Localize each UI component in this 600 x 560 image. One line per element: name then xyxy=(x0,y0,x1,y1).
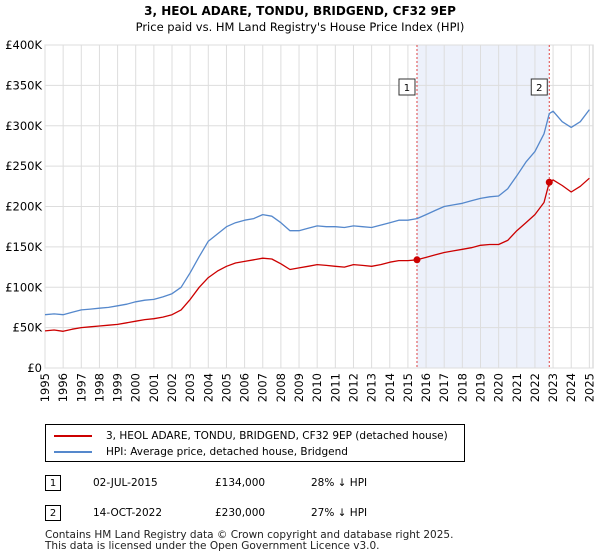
x-tick-label: 2002 xyxy=(165,373,179,402)
legend: 3, HEOL ADARE, TONDU, BRIDGEND, CF32 9EP… xyxy=(45,424,465,462)
x-tick-label: 1997 xyxy=(74,373,88,402)
y-tick-label: £200K xyxy=(5,200,42,214)
x-axis-ticks: 1995 1996 1997 1998 1999 2000 2001 2002 2003 2004… xyxy=(38,373,596,402)
legend-item-hpi: HPI: Average price, detached house, Brid… xyxy=(54,444,348,460)
legend-item-property: 3, HEOL ADARE, TONDU, BRIDGEND, CF32 9EP… xyxy=(54,428,448,444)
y-axis-ticks: £0 £50K £100K £150K £200K £250K £300K £350K £400… xyxy=(5,38,42,375)
x-tick-label: 2012 xyxy=(346,373,360,402)
transaction-price: £134,000 xyxy=(215,477,266,489)
x-tick-label: 2017 xyxy=(437,373,451,402)
chart-title: 3, HEOL ADARE, TONDU, BRIDGEND, CF32 9EP xyxy=(144,4,456,18)
x-tick-label: 2020 xyxy=(492,373,506,402)
transaction-date: 02-JUL-2015 xyxy=(93,477,158,489)
x-tick-label: 2022 xyxy=(528,373,542,402)
footer-licence: This data is licensed under the Open Gov… xyxy=(45,540,380,552)
y-tick-label: £100K xyxy=(5,280,42,294)
x-tick-label: 2016 xyxy=(419,373,433,402)
x-tick-label: 2003 xyxy=(183,373,197,402)
sale-marker-label: 1 xyxy=(404,83,410,94)
x-tick-label: 2019 xyxy=(473,373,487,402)
sale-vertical-lines xyxy=(416,45,550,368)
x-tick-label: 2006 xyxy=(238,373,252,402)
x-tick-label: 1996 xyxy=(56,373,70,402)
x-tick-label: 2008 xyxy=(274,373,288,402)
series-line-hpi xyxy=(44,109,590,316)
x-tick-label: 2011 xyxy=(328,373,342,402)
x-tick-label: 2000 xyxy=(129,373,143,402)
x-tick-label: 1999 xyxy=(111,373,125,402)
legend-swatch-property xyxy=(54,435,92,437)
x-tick-label: 2007 xyxy=(256,373,270,402)
sale-marker-box xyxy=(530,78,548,96)
sale-marker-label: 2 xyxy=(536,83,542,94)
x-tick-label: 1995 xyxy=(38,373,52,402)
transaction-hpi-diff: 27% ↓ HPI xyxy=(311,507,368,519)
x-tick-label: 2025 xyxy=(582,373,596,402)
x-tick-label: 2018 xyxy=(455,373,469,402)
x-tick-label: 2009 xyxy=(292,373,306,402)
y-tick-label: £400K xyxy=(5,38,42,52)
chart-subtitle: Price paid vs. HM Land Registry's House … xyxy=(136,20,465,34)
series-line-property xyxy=(44,177,590,332)
x-tick-label: 2015 xyxy=(401,373,415,402)
x-tick-label: 2010 xyxy=(310,373,324,402)
transaction-price: £230,000 xyxy=(215,507,266,519)
transaction-marker: 2 xyxy=(45,505,61,521)
x-tick-label: 2024 xyxy=(564,373,578,402)
sale-marker-box xyxy=(398,78,416,96)
x-tick-label: 2023 xyxy=(546,373,560,402)
footer-copyright: Contains HM Land Registry data © Crown c… xyxy=(45,529,454,541)
price-chart: 3, HEOL ADARE, TONDU, BRIDGEND, CF32 9EP… xyxy=(5,4,596,402)
series-lines xyxy=(44,109,590,332)
y-tick-label: £250K xyxy=(5,159,42,173)
y-tick-label: £50K xyxy=(13,321,43,335)
x-tick-label: 2001 xyxy=(147,373,161,402)
legend-swatch-hpi xyxy=(54,451,92,453)
transaction-hpi-diff: 28% ↓ HPI xyxy=(311,477,368,489)
x-tick-label: 2004 xyxy=(201,373,215,402)
x-tick-label: 2021 xyxy=(510,373,524,402)
y-tick-label: £0 xyxy=(27,361,42,375)
x-tick-label: 2013 xyxy=(365,373,379,402)
x-tick-label: 2014 xyxy=(383,373,397,402)
transaction-date: 14-OCT-2022 xyxy=(93,507,162,519)
legend-label-property: 3, HEOL ADARE, TONDU, BRIDGEND, CF32 9EP… xyxy=(106,430,448,442)
legend-label-hpi: HPI: Average price, detached house, Brid… xyxy=(106,446,348,458)
y-tick-label: £300K xyxy=(5,119,42,133)
sale-point-dot xyxy=(413,256,421,264)
sale-point-dot xyxy=(545,178,553,186)
y-tick-label: £150K xyxy=(5,240,42,254)
x-tick-label: 2005 xyxy=(219,373,233,402)
footer: Contains HM Land Registry data © Crown c… xyxy=(45,530,453,552)
transaction-marker: 1 xyxy=(45,475,61,491)
x-tick-label: 1998 xyxy=(92,373,106,402)
y-tick-label: £350K xyxy=(5,78,42,92)
